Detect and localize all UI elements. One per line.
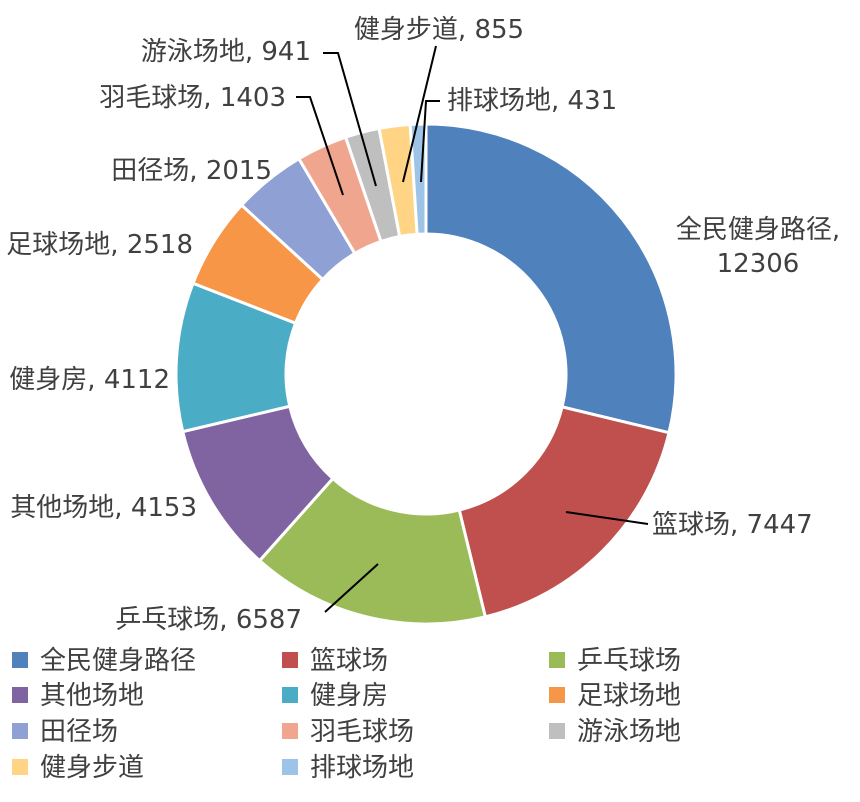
legend-swatch xyxy=(282,652,298,668)
leader-line xyxy=(323,52,377,187)
legend-swatch xyxy=(12,652,28,668)
legend-item: 篮球场 xyxy=(282,646,388,676)
legend-label: 田径场 xyxy=(40,717,118,747)
data-label: 游泳场地, 941 xyxy=(141,37,311,67)
legend-item: 健身房 xyxy=(282,681,388,711)
data-label: 其他场地, 4153 xyxy=(10,493,197,523)
legend-label: 篮球场 xyxy=(310,646,388,676)
legend-item: 乒乓球场 xyxy=(549,646,681,676)
legend-swatch xyxy=(282,687,298,703)
data-label: 足球场地, 2518 xyxy=(6,230,193,260)
leader-line xyxy=(296,96,344,196)
data-label: 12306 xyxy=(717,249,800,279)
data-label: 健身步道, 855 xyxy=(354,15,524,45)
data-label: 羽毛球场, 1403 xyxy=(99,83,286,113)
legend-item: 健身步道 xyxy=(12,753,144,783)
data-label: 篮球场, 7447 xyxy=(652,510,813,540)
legend-item: 游泳场地 xyxy=(549,717,681,747)
legend-swatch xyxy=(549,723,565,739)
legend-swatch xyxy=(549,652,565,668)
legend-label: 排球场地 xyxy=(310,753,414,783)
legend-item: 全民健身路径 xyxy=(12,646,196,676)
legend-swatch xyxy=(12,687,28,703)
legend-item: 排球场地 xyxy=(282,753,414,783)
donut-slice xyxy=(424,122,678,435)
legend-item: 田径场 xyxy=(12,717,118,747)
legend-swatch xyxy=(12,759,28,775)
legend-label: 羽毛球场 xyxy=(310,717,414,747)
data-label: 乒乓球场, 6587 xyxy=(115,605,302,635)
leader-line xyxy=(402,45,437,183)
legend-label: 游泳场地 xyxy=(577,717,681,747)
legend-label: 乒乓球场 xyxy=(577,646,681,676)
legend-swatch xyxy=(282,723,298,739)
legend-swatch xyxy=(282,759,298,775)
legend-label: 全民健身路径 xyxy=(40,646,196,676)
donut-slices xyxy=(174,122,678,626)
legend-label: 足球场地 xyxy=(577,681,681,711)
data-label: 田径场, 2015 xyxy=(111,156,272,186)
legend-item: 羽毛球场 xyxy=(282,717,414,747)
data-label: 排球场地, 431 xyxy=(447,86,617,116)
data-labels: 全民健身路径, 12306 篮球场, 7447 乒乓球场, 6587 其他场地, 415… xyxy=(6,15,840,635)
legend-item: 足球场地 xyxy=(549,681,681,711)
donut-slice xyxy=(457,405,671,619)
data-label: 全民健身路径, xyxy=(676,215,840,245)
legend-label: 健身房 xyxy=(310,681,388,711)
legend-label: 健身步道 xyxy=(40,753,144,783)
legend-item: 其他场地 xyxy=(12,681,144,711)
donut-slice xyxy=(257,476,488,626)
legend-swatch xyxy=(549,687,565,703)
leader-line xyxy=(420,100,440,183)
data-label: 健身房, 4112 xyxy=(9,365,170,395)
leader-line xyxy=(565,511,649,525)
leader-lines xyxy=(296,45,649,613)
legend-label: 其他场地 xyxy=(40,681,144,711)
leader-line xyxy=(324,563,379,613)
legend-swatch xyxy=(12,723,28,739)
